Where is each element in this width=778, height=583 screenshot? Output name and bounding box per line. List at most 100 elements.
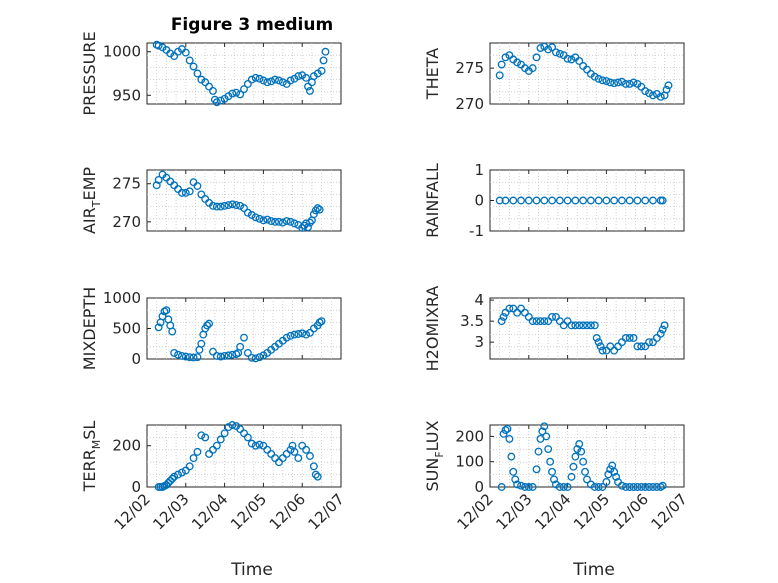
data-point <box>185 353 194 362</box>
data-point <box>501 308 510 317</box>
data-point <box>598 346 607 355</box>
data-point <box>567 55 576 64</box>
subplot-theta: 270 275 THETA <box>423 42 685 113</box>
x-tick-label: 12/07 <box>648 490 691 533</box>
data-point <box>193 353 202 362</box>
data-point <box>247 353 256 362</box>
data-point <box>205 82 214 91</box>
y-axis-label: H2OMIXRA <box>423 286 442 372</box>
data-point <box>649 483 657 491</box>
data-point <box>290 219 299 228</box>
data-point <box>610 467 619 476</box>
data-point <box>220 429 229 438</box>
data-point <box>548 312 557 321</box>
data-point <box>302 73 311 82</box>
y-tick-label: 1000 <box>103 43 141 61</box>
data-point <box>575 56 584 65</box>
data-point <box>660 321 669 330</box>
data-point <box>501 196 510 205</box>
data-point <box>236 90 245 99</box>
data-point <box>177 468 186 477</box>
data-point <box>579 321 588 330</box>
data-point <box>602 346 611 355</box>
data-point <box>274 458 283 467</box>
data-point <box>255 214 264 223</box>
data-point <box>645 483 654 491</box>
data-point <box>625 79 634 88</box>
data-point <box>559 321 568 330</box>
data-point <box>555 317 564 326</box>
data-point <box>243 80 252 88</box>
data-point <box>629 483 638 491</box>
data-point <box>177 188 186 197</box>
data-point <box>617 196 626 205</box>
data-point <box>534 447 543 456</box>
data-point <box>212 98 221 107</box>
data-point <box>586 196 595 205</box>
data-point <box>263 445 272 454</box>
data-point <box>298 329 307 338</box>
y-tick-label: 0 <box>474 192 484 210</box>
y-axis-label: RAINFALL <box>423 163 442 238</box>
data-point <box>625 196 634 205</box>
data-point <box>278 78 287 87</box>
data-point <box>614 342 622 351</box>
y-axis-label: PRESSURE <box>80 31 99 115</box>
data-point <box>282 449 291 458</box>
data-point <box>641 483 650 491</box>
data-point <box>185 187 194 196</box>
data-point <box>212 441 221 450</box>
data-point <box>212 352 221 360</box>
data-point <box>170 348 179 357</box>
data-point <box>590 321 599 330</box>
data-point <box>594 483 603 491</box>
data-point <box>637 82 646 91</box>
data-point <box>298 441 307 450</box>
data-point <box>513 308 522 317</box>
data-point <box>216 202 225 211</box>
data-point <box>524 196 533 205</box>
y-tick-label: 0 <box>131 478 141 496</box>
data-point <box>571 321 580 330</box>
data-point <box>569 462 578 471</box>
data-point <box>617 77 626 86</box>
data-point <box>232 201 241 210</box>
data-point <box>185 56 194 65</box>
y-tick-label: 0 <box>131 350 141 368</box>
data-point <box>552 312 560 321</box>
data-point <box>236 201 245 210</box>
data-point <box>645 338 654 347</box>
data-point <box>302 330 311 339</box>
subplot-h2omixra: 3 3.5 4 H2OMIXRA <box>423 286 685 372</box>
data-point <box>286 445 295 454</box>
data-point <box>181 48 190 57</box>
y-axis-label: MIXDEPTH <box>80 287 99 370</box>
data-point <box>658 325 667 334</box>
data-point <box>548 467 557 476</box>
y-tick-label: 270 <box>455 95 484 113</box>
data-point <box>243 433 252 442</box>
data-point <box>590 72 599 81</box>
x-axis-label-left: Time <box>230 560 273 580</box>
data-point <box>641 342 650 351</box>
data-point <box>216 352 225 361</box>
data-point <box>656 329 665 338</box>
data-point <box>278 218 287 227</box>
data-point <box>579 457 588 466</box>
data-point <box>586 480 595 489</box>
data-point <box>563 483 572 491</box>
data-point <box>507 452 516 461</box>
data-point <box>555 483 564 491</box>
data-point <box>166 476 175 485</box>
data-point <box>309 462 318 471</box>
data-point <box>571 196 580 205</box>
data-point <box>174 470 182 479</box>
data-point <box>193 447 202 456</box>
x-axis-label-right: Time <box>572 560 615 580</box>
data-point <box>286 76 295 85</box>
data-point <box>583 65 591 74</box>
data-point <box>259 441 268 450</box>
data-point <box>154 41 163 50</box>
data-point <box>610 79 619 88</box>
